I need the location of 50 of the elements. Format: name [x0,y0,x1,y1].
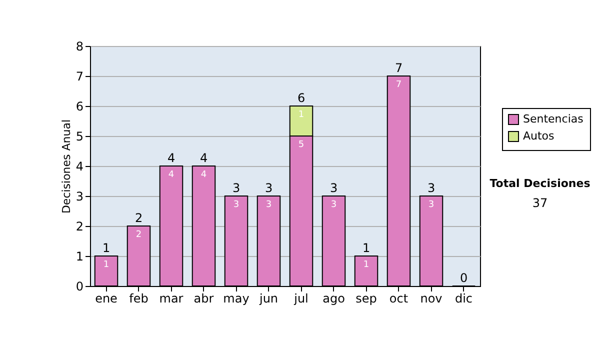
data-label: 7 [396,80,402,90]
text: 37 [532,196,548,210]
x-tick-label: ago [322,292,345,306]
y-tick-label: 5 [76,130,84,144]
legend-label: Sentencias [523,112,584,126]
data-label: 4 [168,170,174,180]
data-label: 3 [330,200,337,210]
total-label: 3 [330,181,338,195]
x-tick-label: mar [159,292,184,306]
text: Total Decisiones [490,177,591,190]
total-label: 3 [264,181,273,195]
data-label: 3 [428,200,434,210]
x-tick-label: dic [454,292,473,306]
y-tick-label: 2 [76,220,84,234]
y-tick-label: 7 [76,70,84,84]
x-tick-label: abr [194,292,214,306]
x-tick-label: oct [389,292,408,306]
y-tick-label: 4 [76,160,84,174]
total-label: 0 [460,271,468,285]
total-label: 3 [232,181,240,195]
x-tick-label: may [223,292,250,306]
data-label: 3 [266,200,272,210]
x-tick-label: sep [356,292,377,306]
y-tick-label: 6 [76,100,84,114]
legend-label: Autos [523,130,555,142]
y-tick-label: 3 [76,190,84,204]
data-label: 3 [233,200,240,210]
total-label: 4 [167,151,176,165]
y-tick-label: 1 [76,250,84,264]
total-label: 1 [362,241,370,255]
data-label: 2 [136,230,142,240]
total-label: 3 [427,181,436,195]
data-label: 4 [200,170,207,180]
y-tick-label: 0 [76,280,84,294]
total-label: 4 [200,151,208,165]
x-tick-label: jun [258,292,278,306]
data-label: 1 [298,110,304,120]
total-label: 6 [297,91,306,105]
total-label: 2 [134,211,143,225]
x-tick-label: ene [95,292,118,306]
x-tick-label: jul [293,292,308,306]
data-label: 5 [298,140,304,150]
data-label: 1 [103,260,110,270]
total-label: 7 [394,61,403,75]
y-tick-label: 8 [76,40,84,54]
x-tick-label: nov [420,292,442,306]
data-label: 1 [363,260,370,270]
y-axis-title: Decisiones Anual [60,119,73,214]
x-tick-label: feb [129,292,148,306]
total-label: 1 [102,241,110,255]
